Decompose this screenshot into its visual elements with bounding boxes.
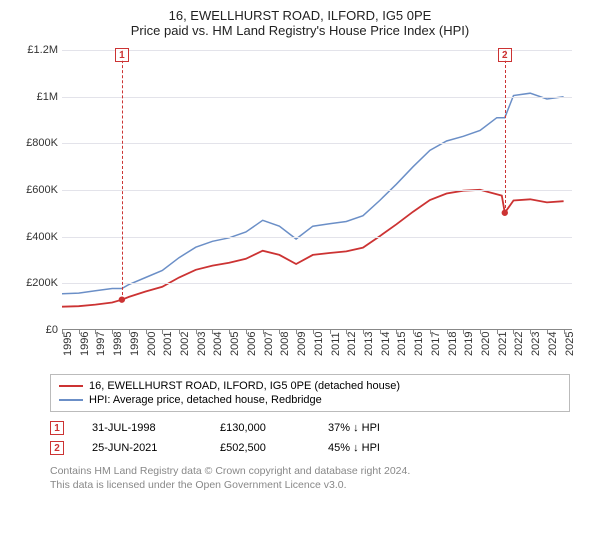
footer-line-2: This data is licensed under the Open Gov… [50, 478, 582, 492]
series-property [62, 190, 564, 307]
gridline [62, 143, 572, 144]
chart-subtitle: Price paid vs. HM Land Registry's House … [18, 23, 582, 38]
sale-date: 25-JUN-2021 [92, 442, 192, 454]
legend-box: 16, EWELLHURST ROAD, ILFORD, IG5 0PE (de… [50, 374, 570, 412]
gridline [62, 237, 572, 238]
sale-marker: 2 [50, 441, 64, 455]
legend-swatch [59, 399, 83, 401]
sale-price: £130,000 [220, 422, 300, 434]
y-axis-label: £1.2M [18, 44, 58, 56]
gridline [62, 50, 572, 51]
y-axis-label: £200K [18, 277, 58, 289]
gridline [62, 283, 572, 284]
marker-line [505, 50, 506, 213]
sale-marker: 1 [50, 421, 64, 435]
legend-label: 16, EWELLHURST ROAD, ILFORD, IG5 0PE (de… [89, 380, 400, 392]
sale-delta: 45% ↓ HPI [328, 442, 428, 454]
legend-row: 16, EWELLHURST ROAD, ILFORD, IG5 0PE (de… [59, 379, 561, 393]
sale-date: 31-JUL-1998 [92, 422, 192, 434]
gridline [62, 97, 572, 98]
y-axis-label: £400K [18, 231, 58, 243]
plot-region: 12 [62, 50, 572, 330]
gridline [62, 190, 572, 191]
legend-swatch [59, 385, 83, 387]
chart-area: £0£200K£400K£600K£800K£1M£1.2M 12 199519… [18, 44, 582, 374]
sale-row: 2 25-JUN-2021 £502,500 45% ↓ HPI [50, 438, 570, 458]
series-hpi [62, 93, 564, 294]
sale-price: £502,500 [220, 442, 300, 454]
y-axis-label: £600K [18, 184, 58, 196]
marker-line [122, 50, 123, 300]
footer-attribution: Contains HM Land Registry data © Crown c… [50, 464, 582, 492]
legend-label: HPI: Average price, detached house, Redb… [89, 394, 322, 406]
y-axis-label: £1M [18, 91, 58, 103]
footer-line-1: Contains HM Land Registry data © Crown c… [50, 464, 582, 478]
marker-box: 1 [115, 48, 129, 62]
legend-row: HPI: Average price, detached house, Redb… [59, 393, 561, 407]
x-axis-label: 2025 [564, 332, 600, 356]
y-axis-label: £0 [18, 324, 58, 336]
chart-container: 16, EWELLHURST ROAD, ILFORD, IG5 0PE Pri… [0, 0, 600, 502]
chart-title: 16, EWELLHURST ROAD, ILFORD, IG5 0PE [18, 8, 582, 23]
sale-row: 1 31-JUL-1998 £130,000 37% ↓ HPI [50, 418, 570, 438]
sales-table: 1 31-JUL-1998 £130,000 37% ↓ HPI 2 25-JUN-202… [50, 418, 570, 458]
marker-box: 2 [498, 48, 512, 62]
y-axis-label: £800K [18, 137, 58, 149]
sale-delta: 37% ↓ HPI [328, 422, 428, 434]
